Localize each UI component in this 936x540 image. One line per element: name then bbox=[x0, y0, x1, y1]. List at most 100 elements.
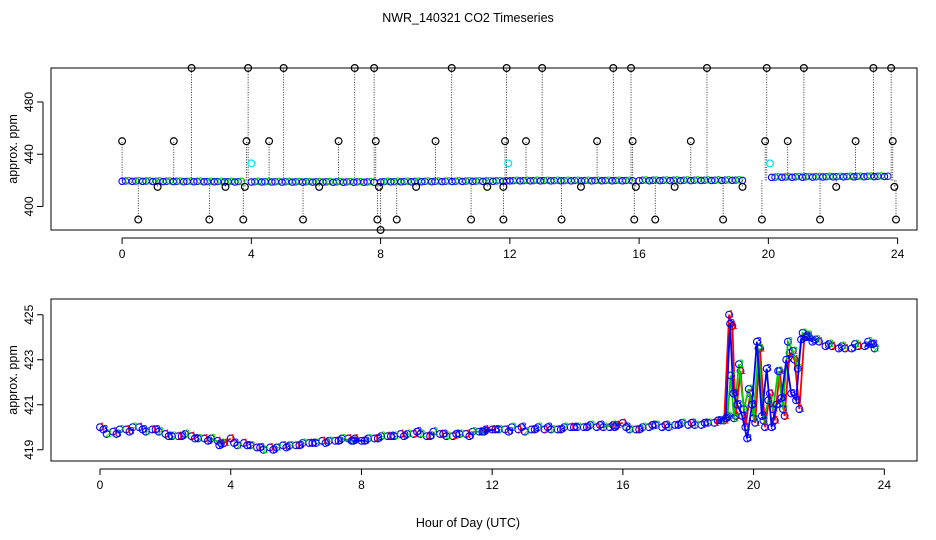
series-1-marker-label: 1 bbox=[739, 365, 745, 377]
series-2-marker-label: 2 bbox=[797, 363, 803, 375]
spike-point bbox=[240, 182, 249, 191]
spike-point bbox=[242, 137, 251, 146]
baseline-point bbox=[884, 172, 892, 180]
series-3-point bbox=[726, 319, 735, 328]
series-3-marker-label: 3 bbox=[732, 388, 738, 400]
spike-point bbox=[891, 215, 900, 224]
series-2-marker-label: 2 bbox=[406, 428, 412, 440]
spike-point bbox=[557, 215, 566, 224]
series-3-marker-label: 3 bbox=[677, 419, 683, 431]
series-3-point bbox=[752, 337, 761, 346]
series-3-marker-label: 3 bbox=[352, 435, 358, 447]
series-3-point bbox=[801, 333, 810, 342]
spike-point bbox=[431, 137, 440, 146]
cyan-point bbox=[247, 159, 256, 168]
baseline-point bbox=[666, 176, 674, 185]
top-panel-plot bbox=[118, 63, 900, 235]
series-2-marker-label: 2 bbox=[563, 421, 569, 433]
series-3-point bbox=[360, 436, 369, 445]
series-3-marker-label: 3 bbox=[638, 424, 644, 436]
spike-point bbox=[499, 215, 508, 224]
series-3-point bbox=[721, 414, 730, 423]
series-1-marker-label: 1 bbox=[735, 410, 741, 422]
series-2-marker-label: 2 bbox=[106, 428, 112, 440]
series-2-marker-label: 2 bbox=[367, 433, 373, 445]
series-3-marker-label: 3 bbox=[824, 340, 830, 352]
series-2-marker-label: 2 bbox=[171, 430, 177, 442]
series-3-point bbox=[203, 436, 212, 445]
series-1-marker-label: 1 bbox=[635, 424, 641, 436]
spike-point bbox=[244, 63, 253, 72]
series-3-point bbox=[125, 427, 134, 436]
series-2-marker-label: 2 bbox=[275, 442, 281, 454]
series-3-marker-label: 3 bbox=[207, 435, 213, 447]
bottom-panel-frame bbox=[50, 298, 918, 462]
baseline-point bbox=[880, 172, 889, 181]
series-3-marker-label: 3 bbox=[494, 424, 500, 436]
series-3-point bbox=[138, 425, 147, 434]
series-2-marker-label: 2 bbox=[694, 419, 700, 431]
series-3-marker-label: 3 bbox=[102, 424, 108, 436]
series-2-point bbox=[216, 439, 225, 447]
spike-point bbox=[205, 215, 214, 224]
series-1-point bbox=[751, 418, 760, 427]
series-3-line bbox=[864, 343, 874, 348]
series-3-marker-label: 3 bbox=[483, 426, 489, 438]
top-x-tick-label: 12 bbox=[503, 247, 517, 261]
baseline-point bbox=[735, 176, 743, 184]
series-1-marker-label: 1 bbox=[728, 309, 734, 321]
series-2-point bbox=[455, 430, 464, 438]
spike-point bbox=[630, 215, 639, 224]
spike-point bbox=[371, 137, 380, 146]
series-2-point bbox=[730, 414, 738, 423]
series-1-marker-label: 1 bbox=[789, 347, 795, 359]
series-3-point bbox=[808, 337, 817, 346]
series-2-marker-label: 2 bbox=[733, 412, 739, 424]
series-3-marker-label: 3 bbox=[272, 444, 278, 456]
series-1-marker-label: 1 bbox=[230, 433, 236, 445]
series-1-marker-label: 1 bbox=[700, 419, 706, 431]
series-1-marker-label: 1 bbox=[256, 442, 262, 454]
series-1-marker-label: 1 bbox=[387, 430, 393, 442]
spike-point bbox=[373, 215, 382, 224]
series-2-point bbox=[651, 421, 660, 429]
bottom-x-tick-label: 0 bbox=[97, 478, 104, 492]
series-1-marker-label: 1 bbox=[204, 433, 210, 445]
spike-point bbox=[153, 182, 162, 191]
series-2-marker-label: 2 bbox=[262, 444, 268, 456]
baseline-point bbox=[339, 178, 348, 186]
series-3-point bbox=[733, 400, 742, 409]
spike-point bbox=[631, 182, 640, 191]
series-1-marker-label: 1 bbox=[517, 424, 523, 436]
top-panel-axes: 0 4 8 12 16 20 24 400 440 480 bbox=[22, 92, 905, 261]
series-1-marker-label: 1 bbox=[400, 428, 406, 440]
series-3-marker-label: 3 bbox=[805, 331, 811, 343]
bottom-panel-y-label: approx. ppm bbox=[6, 345, 20, 414]
baseline-point bbox=[645, 176, 654, 185]
spike-point bbox=[757, 215, 766, 224]
series-1-marker-label: 1 bbox=[164, 428, 170, 440]
series-2-marker-label: 2 bbox=[145, 426, 151, 438]
series-3-marker-label: 3 bbox=[416, 426, 422, 438]
series-3-marker-label: 3 bbox=[429, 430, 435, 442]
series-3-marker-label: 3 bbox=[864, 340, 870, 352]
top-y-tick-label: 400 bbox=[22, 196, 36, 216]
series-1-marker-label: 1 bbox=[774, 415, 780, 427]
series-2-marker-label: 2 bbox=[726, 410, 732, 422]
bottom-x-tick-label: 4 bbox=[227, 478, 234, 492]
series-3-marker-label: 3 bbox=[455, 428, 461, 440]
series-3-point bbox=[596, 421, 604, 429]
series-3-point bbox=[112, 430, 121, 438]
series-3-marker-label: 3 bbox=[664, 419, 670, 431]
series-2-marker-label: 2 bbox=[707, 417, 713, 429]
series-3-line bbox=[483, 428, 496, 433]
series-1-marker-label: 1 bbox=[125, 424, 131, 436]
series-3-point bbox=[465, 432, 474, 441]
series-3-marker-label: 3 bbox=[181, 430, 187, 442]
series-3-marker-label: 3 bbox=[141, 424, 147, 436]
series-3-marker-label: 3 bbox=[872, 338, 878, 350]
series-3-marker-label: 3 bbox=[298, 439, 304, 451]
series-3-marker-label: 3 bbox=[285, 442, 291, 454]
